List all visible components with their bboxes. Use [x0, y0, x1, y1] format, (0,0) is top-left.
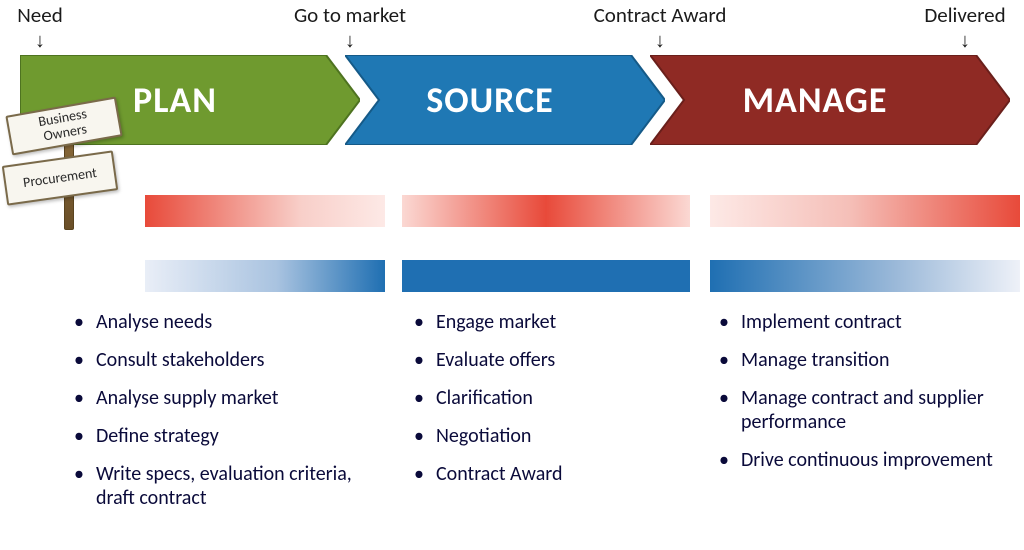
sign-business-owners: BusinessOwners: [5, 97, 122, 156]
list-plan: Analyse needs Consult stakeholders Analyse…: [60, 310, 370, 524]
list-item: Contract Award: [436, 462, 680, 486]
band-segment: [145, 195, 385, 227]
list-item: Define strategy: [96, 424, 370, 448]
activity-list: Engage market Evaluate offers Clarificatio…: [400, 310, 680, 486]
list-item: Analyse supply market: [96, 386, 370, 410]
list-item: Evaluate offers: [436, 348, 680, 372]
band-segment: [402, 195, 690, 227]
band-row-owners: [0, 195, 1024, 227]
list-item: Consult stakeholders: [96, 348, 370, 372]
band-segment: [145, 260, 385, 292]
list-item: Write specs, evaluation criteria, draft …: [96, 462, 370, 510]
milestones-row: Need ↓ Go to market ↓ Contract Award ↓ D…: [0, 0, 1024, 50]
activity-list: Implement contract Manage transition Manag…: [705, 310, 1005, 472]
milestone-contract-award: Contract Award: [594, 2, 727, 28]
list-source: Engage market Evaluate offers Clarificatio…: [400, 310, 680, 500]
milestone-delivered: Delivered: [924, 2, 1005, 28]
phase-label: MANAGE: [650, 55, 980, 145]
list-item: Engage market: [436, 310, 680, 334]
list-item: Analyse needs: [96, 310, 370, 334]
band-row-procurement: [0, 260, 1024, 292]
band-segment: [710, 260, 1020, 292]
down-arrow-icon: ↓: [655, 30, 665, 53]
list-item: Implement contract: [741, 310, 1005, 334]
activity-list: Analyse needs Consult stakeholders Analyse…: [60, 310, 370, 510]
down-arrow-icon: ↓: [35, 30, 45, 53]
band-segment: [402, 260, 690, 292]
down-arrow-icon: ↓: [960, 30, 970, 53]
list-manage: Implement contract Manage transition Manag…: [705, 310, 1005, 486]
list-item: Negotiation: [436, 424, 680, 448]
band-segment: [710, 195, 1020, 227]
phase-chevrons: PLAN SOURCE MANAGE: [0, 55, 1024, 145]
milestone-go-to-market: Go to market: [294, 2, 406, 28]
list-item: Manage contract and supplier performance: [741, 386, 1005, 434]
list-item: Manage transition: [741, 348, 1005, 372]
list-item: Clarification: [436, 386, 680, 410]
phase-manage: MANAGE: [650, 55, 1010, 145]
milestone-need: Need: [17, 2, 63, 28]
phase-label: SOURCE: [345, 55, 635, 145]
down-arrow-icon: ↓: [345, 30, 355, 53]
phase-source: SOURCE: [345, 55, 665, 145]
list-item: Drive continuous improvement: [741, 448, 1005, 472]
